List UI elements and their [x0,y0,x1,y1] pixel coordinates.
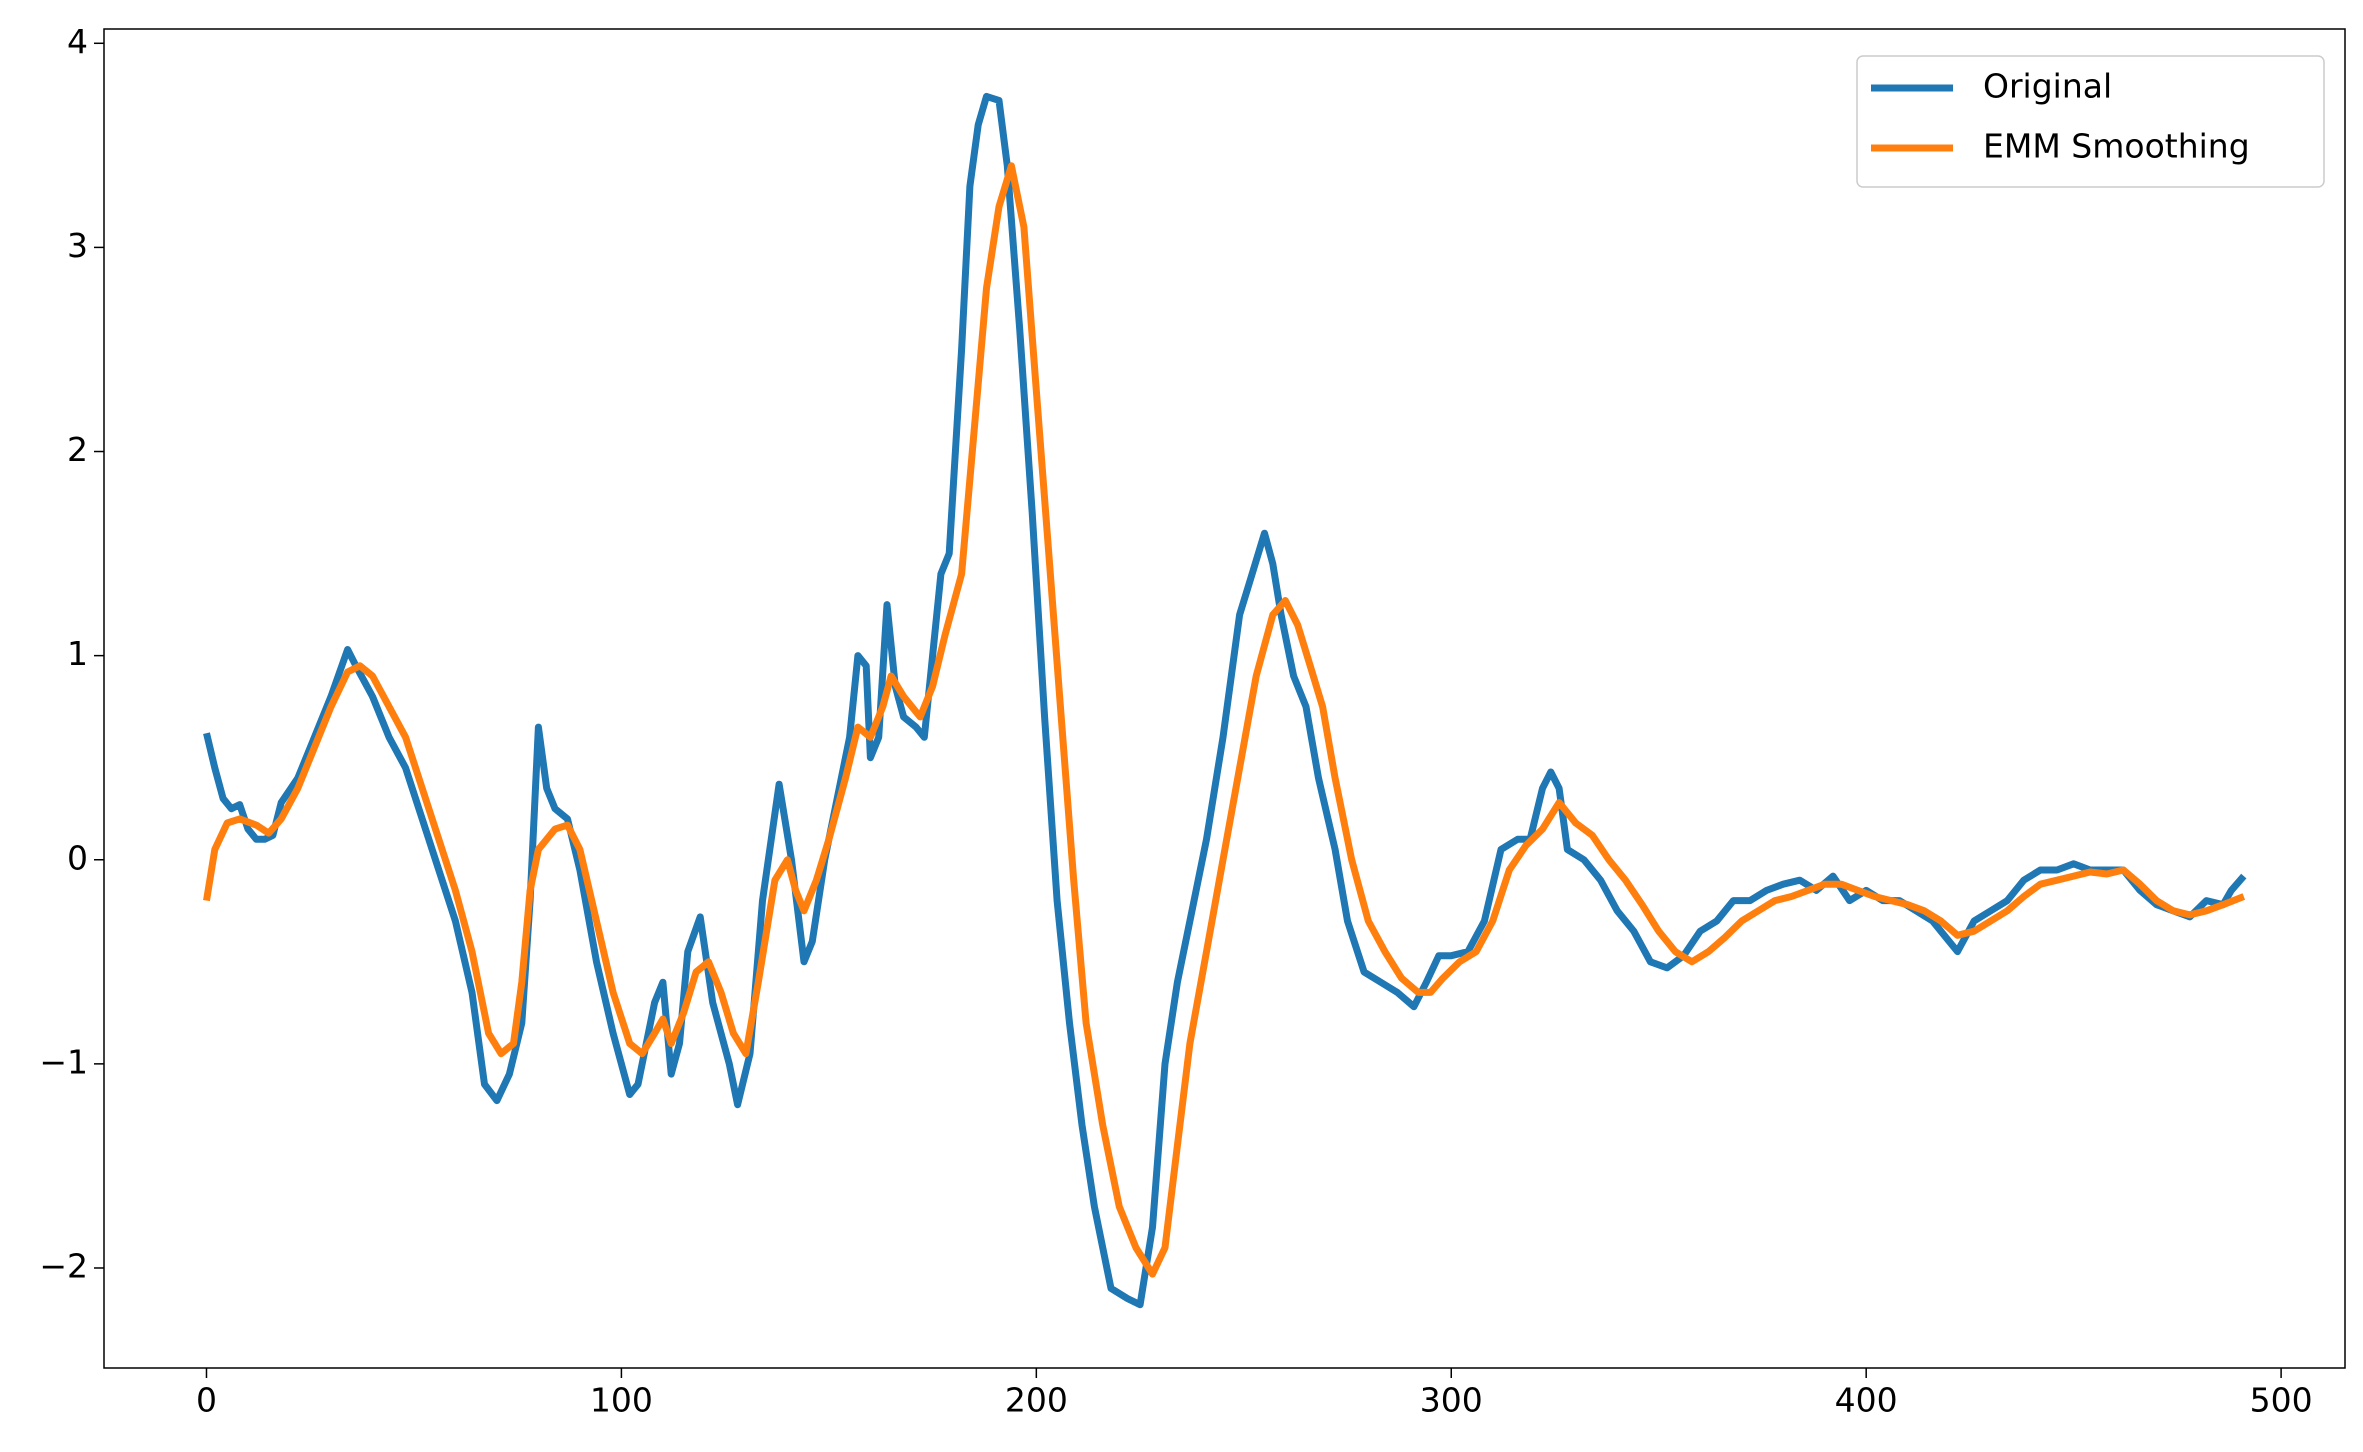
y-tick-label: −2 [39,1246,88,1285]
x-tick-label: 0 [196,1381,217,1420]
plot-frame [103,28,2346,1369]
x-tick-label: 400 [1835,1381,1898,1420]
x-tick-label: 500 [2250,1381,2313,1420]
y-tick-label: 2 [67,430,88,469]
x-tick-label: 200 [1005,1381,1068,1420]
y-tick-label: 1 [67,634,88,673]
legend-label: EMM Smoothing [1983,127,2250,166]
legend-label: Original [1983,67,2112,106]
x-tick-label: 100 [590,1381,653,1420]
y-tick-label: 3 [67,226,88,265]
x-tick-label: 300 [1420,1381,1483,1420]
y-tick-label: 0 [67,838,88,877]
series-line [203,162,2246,1278]
y-tick-label: −1 [39,1042,88,1081]
y-tick-label: 4 [67,22,88,61]
legend-box [1856,55,2325,188]
